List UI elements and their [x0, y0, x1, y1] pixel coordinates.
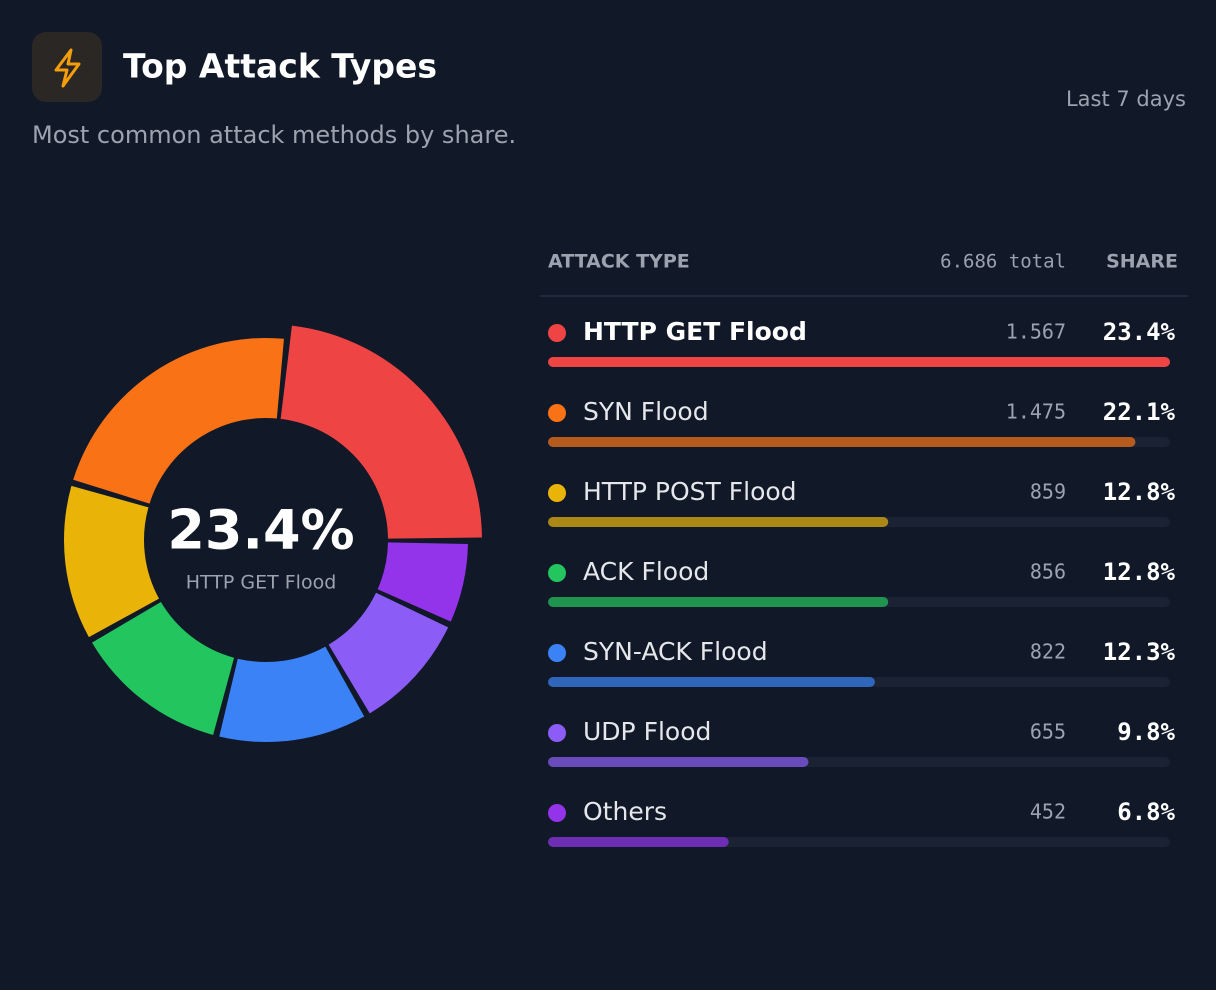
- column-header: SHARE: [1106, 251, 1178, 273]
- attack-count: 856: [1030, 560, 1066, 584]
- attack-name: HTTP POST Flood: [583, 477, 797, 506]
- donut-segment: [73, 338, 284, 504]
- title: Top Attack Types: [123, 47, 437, 86]
- attack-name: SYN-ACK Flood: [583, 637, 768, 666]
- legend-dot: [548, 564, 566, 582]
- share-bar: [548, 437, 1136, 447]
- bolt-icon: [54, 48, 81, 88]
- donut-segment: [63, 485, 160, 638]
- attack-share: 12.3%: [1103, 638, 1176, 666]
- attack-name: Others: [583, 797, 667, 826]
- attack-count: 1.567: [1006, 320, 1066, 344]
- subtitle: Most common attack methods by share.: [32, 121, 516, 149]
- legend-dot: [548, 644, 566, 662]
- center-label: HTTP GET Flood: [186, 572, 337, 594]
- attack-name: HTTP GET Flood: [583, 317, 807, 346]
- share-bar: [548, 357, 1170, 367]
- legend-dot: [548, 804, 566, 822]
- legend-dot: [548, 404, 566, 422]
- icon-box: [32, 32, 102, 102]
- share-bar: [548, 757, 809, 767]
- attack-share: 22.1%: [1103, 398, 1176, 426]
- share-bar: [548, 517, 889, 527]
- share-bar: [548, 597, 889, 607]
- total: 6.686 total: [940, 251, 1066, 273]
- legend-dot: [548, 724, 566, 742]
- legend-dot: [548, 324, 566, 342]
- center-value: 23.4%: [167, 499, 354, 562]
- donut-segment: [219, 646, 365, 742]
- attack-count: 655: [1030, 720, 1066, 744]
- donut-segment: [328, 592, 449, 714]
- attack-share: 12.8%: [1103, 478, 1176, 506]
- column-header: ATTACK TYPE: [548, 251, 690, 273]
- attack-share: 23.4%: [1103, 318, 1176, 346]
- attack-name: SYN Flood: [583, 397, 709, 426]
- attack-count: 859: [1030, 480, 1066, 504]
- share-bar: [548, 837, 729, 847]
- legend-dot: [548, 484, 566, 502]
- attack-name: ACK Flood: [583, 557, 709, 586]
- attack-count: 822: [1030, 640, 1066, 664]
- donut: [63, 325, 482, 742]
- attack-share: 9.8%: [1117, 718, 1175, 746]
- donut-segment: [280, 325, 482, 539]
- attack-share: 6.8%: [1117, 798, 1175, 826]
- donut-segment: [92, 601, 235, 735]
- attack-share: 12.8%: [1103, 558, 1176, 586]
- attack-count: 452: [1030, 800, 1066, 824]
- donut-segment: [377, 542, 468, 622]
- share-bar: [548, 677, 875, 687]
- attack-name: UDP Flood: [583, 717, 711, 746]
- range: Last 7 days: [1066, 87, 1186, 111]
- attack-count: 1.475: [1006, 400, 1066, 424]
